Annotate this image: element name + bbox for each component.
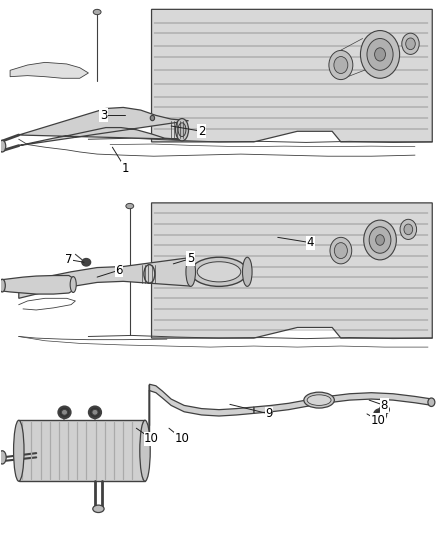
Polygon shape: [152, 10, 432, 142]
Ellipse shape: [374, 409, 386, 421]
Ellipse shape: [377, 412, 383, 418]
Text: 8: 8: [381, 399, 388, 412]
Ellipse shape: [14, 420, 24, 481]
Ellipse shape: [334, 56, 348, 74]
Polygon shape: [152, 203, 432, 338]
Polygon shape: [19, 257, 191, 298]
Text: 9: 9: [265, 407, 273, 421]
Ellipse shape: [191, 257, 247, 286]
Ellipse shape: [58, 407, 71, 418]
Ellipse shape: [406, 38, 415, 50]
Ellipse shape: [334, 243, 347, 259]
Ellipse shape: [176, 118, 188, 141]
Text: 10: 10: [371, 414, 385, 427]
Polygon shape: [19, 108, 188, 146]
Ellipse shape: [92, 409, 98, 415]
Ellipse shape: [404, 224, 413, 235]
Polygon shape: [10, 62, 88, 78]
Ellipse shape: [428, 398, 435, 407]
Ellipse shape: [374, 48, 385, 61]
Ellipse shape: [93, 505, 104, 513]
Polygon shape: [254, 393, 432, 414]
Ellipse shape: [178, 123, 186, 136]
Ellipse shape: [304, 392, 334, 408]
Text: 3: 3: [100, 109, 107, 122]
Ellipse shape: [364, 220, 396, 260]
Ellipse shape: [0, 140, 6, 152]
Ellipse shape: [0, 279, 5, 292]
Ellipse shape: [329, 51, 353, 79]
Text: 7: 7: [65, 253, 73, 266]
Ellipse shape: [380, 406, 389, 414]
Ellipse shape: [197, 262, 241, 282]
Text: 10: 10: [144, 432, 159, 446]
Bar: [19, 420, 145, 481]
Ellipse shape: [82, 259, 91, 266]
Ellipse shape: [70, 277, 76, 293]
Ellipse shape: [330, 237, 352, 264]
Ellipse shape: [186, 257, 195, 286]
Ellipse shape: [307, 395, 331, 406]
Ellipse shape: [126, 204, 134, 209]
Ellipse shape: [243, 257, 252, 286]
Ellipse shape: [61, 409, 67, 415]
Ellipse shape: [0, 451, 6, 464]
Ellipse shape: [93, 10, 101, 14]
Ellipse shape: [360, 30, 399, 78]
Text: 6: 6: [115, 264, 123, 277]
Ellipse shape: [382, 408, 387, 412]
Ellipse shape: [402, 33, 419, 54]
Ellipse shape: [369, 227, 391, 253]
Text: 5: 5: [187, 252, 194, 265]
Text: 2: 2: [198, 125, 205, 138]
Ellipse shape: [376, 235, 385, 245]
Ellipse shape: [150, 115, 155, 120]
Text: 1: 1: [122, 162, 129, 175]
Polygon shape: [149, 384, 254, 416]
Ellipse shape: [367, 38, 393, 70]
Text: 10: 10: [175, 432, 190, 446]
Ellipse shape: [140, 420, 150, 481]
Ellipse shape: [400, 219, 417, 239]
Text: 4: 4: [307, 236, 314, 249]
Ellipse shape: [89, 407, 101, 418]
Polygon shape: [1, 276, 73, 294]
